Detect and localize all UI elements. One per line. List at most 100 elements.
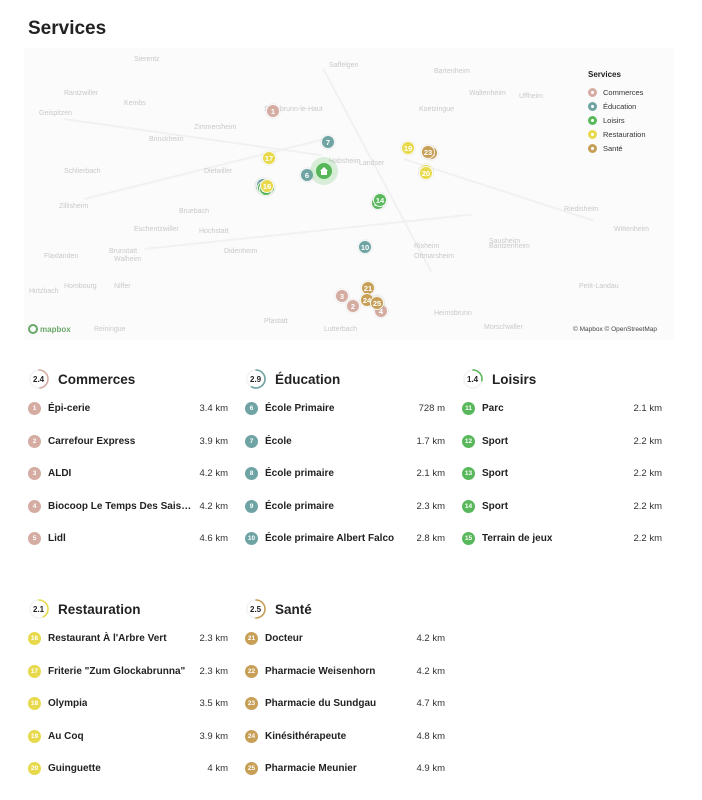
item-name: Guinguette	[48, 763, 101, 774]
map-pin-education[interactable]: 10	[358, 240, 372, 254]
list-item[interactable]: 10 École primaire Albert Falco 2.8 km	[245, 532, 445, 565]
category-item-list: 1 Épi-cerie 3.4 km 2 Carrefour Express 3.9 km…	[28, 402, 228, 565]
category-section-commerces: 2.4 Commerces 1 Épi-cerie 3.4 km 2 Carrefour E…	[28, 369, 228, 545]
home-marker[interactable]	[313, 160, 335, 182]
category-section-restauration: 2.1 Restauration 16 Restaurant À l'Arbre Ve…	[28, 599, 228, 775]
item-name: Sport	[482, 468, 509, 479]
list-item[interactable]: 7 École 1.7 km	[245, 434, 445, 468]
map-place-label: Niffer	[114, 283, 131, 290]
item-name: Parc	[482, 403, 504, 414]
list-item[interactable]: 24 Kinésithérapeute 4.8 km	[245, 729, 445, 763]
map-place-label: Waltenheim	[469, 90, 506, 97]
map-place-label: Bartenheim	[434, 68, 470, 75]
list-item[interactable]: 1 Épi-cerie 3.4 km	[28, 402, 228, 435]
item-distance: 3.9 km	[199, 435, 228, 447]
legend-label: Commerces	[603, 87, 644, 97]
list-item[interactable]: 15 Terrain de jeux 2.2 km	[462, 532, 662, 565]
list-item[interactable]: 25 Pharmacie Meunier 4.9 km	[245, 762, 445, 795]
list-item[interactable]: 4 Biocoop Le Temps Des Saisons 4.2 km	[28, 499, 228, 533]
item-number-badge: 5	[28, 532, 41, 545]
item-distance: 3.9 km	[199, 730, 228, 742]
list-item[interactable]: 16 Restaurant À l'Arbre Vert 2.3 km	[28, 632, 228, 665]
legend-label: Éducation	[603, 101, 637, 111]
list-item[interactable]: 19 Au Coq 3.9 km	[28, 729, 228, 763]
category-title: Commerces	[58, 372, 136, 387]
map-place-label: Ottmarsheim	[414, 253, 455, 260]
map-pin-restauration[interactable]: 19	[401, 141, 415, 155]
map-pin-education[interactable]: 6	[300, 168, 314, 182]
mapbox-logo-text: mapbox	[40, 324, 71, 334]
item-number-badge: 8	[245, 467, 258, 480]
item-name: Friterie "Zum Glockabrunna"	[48, 665, 186, 677]
home-icon	[320, 167, 328, 175]
list-item[interactable]: 20 Guinguette 4 km	[28, 762, 228, 795]
item-number-badge: 10	[245, 532, 258, 545]
map-pin-sante[interactable]: 23	[421, 145, 435, 159]
item-number-badge: 3	[28, 467, 41, 480]
map-place-label: Zillisheim	[59, 203, 89, 210]
map-place-label: Koetzingue	[419, 106, 455, 113]
map-pin-sante[interactable]: 25	[370, 296, 384, 310]
list-item[interactable]: 12 Sport 2.2 km	[462, 434, 662, 468]
list-item[interactable]: 23 Pharmacie du Sundgau 4.7 km	[245, 697, 445, 730]
score-ring-icon	[246, 599, 266, 619]
item-name: Terrain de jeux	[482, 533, 553, 544]
list-item[interactable]: 22 Pharmacie Weisenhorn 4.2 km	[245, 664, 445, 698]
list-item[interactable]: 11 Parc 2.1 km	[462, 402, 662, 435]
mapbox-logo-icon	[28, 324, 38, 334]
map-place-label: Brunstatt	[109, 248, 138, 255]
category-score: 2.9	[250, 375, 262, 384]
map-place-label: Zimmersheim	[194, 124, 237, 131]
item-number-badge: 19	[28, 729, 41, 743]
item-name: École primaire Albert Falco	[265, 533, 395, 544]
map-pin-restauration[interactable]: 20	[419, 166, 433, 180]
map-pin-commerces[interactable]: 1	[266, 104, 280, 118]
category-score: 2.4	[33, 375, 45, 384]
list-item[interactable]: 6 École Primaire 728 m	[245, 402, 445, 435]
category-item-list: 11 Parc 2.1 km 12 Sport 2.2 km 13 Sport 2.2 km 14…	[462, 402, 662, 565]
list-item[interactable]: 5 Lidl 4.6 km	[28, 532, 228, 565]
item-distance: 2.2 km	[633, 500, 662, 512]
services-map[interactable]: Sierentz Saffelgen Bartenheim Rantzwiller Ke…	[24, 48, 674, 340]
map-place-label: Rantzwiller	[64, 90, 99, 97]
list-item[interactable]: 13 Sport 2.2 km	[462, 467, 662, 500]
list-item[interactable]: 3 ALDI 4.2 km	[28, 467, 228, 500]
map-pin-commerces[interactable]: 2	[346, 299, 360, 313]
item-name: Sport	[482, 435, 509, 447]
legend-marker-icon	[588, 101, 597, 111]
map-attribution[interactable]: © Mapbox © OpenStreetMap	[573, 326, 658, 333]
mapbox-logo[interactable]: mapbox	[28, 324, 71, 334]
item-name: Épi-cerie	[48, 403, 91, 414]
map-place-label: Landser	[359, 160, 385, 167]
map-place-label: Flaxlanden	[44, 253, 79, 260]
category-item-list: 6 École Primaire 728 m 7 École 1.7 km 8 École p…	[245, 402, 445, 565]
list-item[interactable]: 9 École primaire 2.3 km	[245, 499, 445, 533]
item-number-badge: 12	[462, 434, 475, 448]
list-item[interactable]: 14 Sport 2.2 km	[462, 499, 662, 533]
item-name: Kinésithérapeute	[265, 730, 347, 742]
map-pin-restauration[interactable]: 17	[262, 151, 276, 165]
list-item[interactable]: 8 École primaire 2.1 km	[245, 467, 445, 500]
item-number-badge: 23	[245, 697, 258, 710]
list-item[interactable]: 17 Friterie "Zum Glockabrunna" 2.3 km	[28, 664, 228, 698]
category-title: Restauration	[58, 602, 141, 617]
list-item[interactable]: 21 Docteur 4.2 km	[245, 632, 445, 665]
item-distance: 1.7 km	[416, 435, 445, 447]
category-item-list: 21 Docteur 4.2 km 22 Pharmacie Weisenhorn 4.2…	[245, 632, 445, 795]
list-item[interactable]: 18 Olympia 3.5 km	[28, 697, 228, 730]
map-pin-commerces[interactable]: 3	[335, 289, 349, 303]
item-name: Pharmacie du Sundgau	[265, 698, 377, 709]
category-score: 1.4	[467, 375, 479, 384]
map-place-label: Kembs	[124, 100, 146, 107]
legend-item: Loisirs	[588, 113, 668, 127]
item-number-badge: 22	[245, 664, 258, 678]
map-pin-restauration[interactable]: 16	[260, 179, 274, 193]
map-pin-loisirs[interactable]: 14	[373, 193, 387, 207]
item-distance: 4.8 km	[416, 730, 445, 742]
item-distance: 2.1 km	[416, 468, 445, 479]
item-distance: 4.6 km	[199, 533, 228, 544]
map-pin-education[interactable]: 7	[321, 135, 335, 149]
map-place-label: Schlierbach	[64, 168, 101, 175]
item-distance: 2.3 km	[199, 665, 228, 677]
list-item[interactable]: 2 Carrefour Express 3.9 km	[28, 434, 228, 468]
